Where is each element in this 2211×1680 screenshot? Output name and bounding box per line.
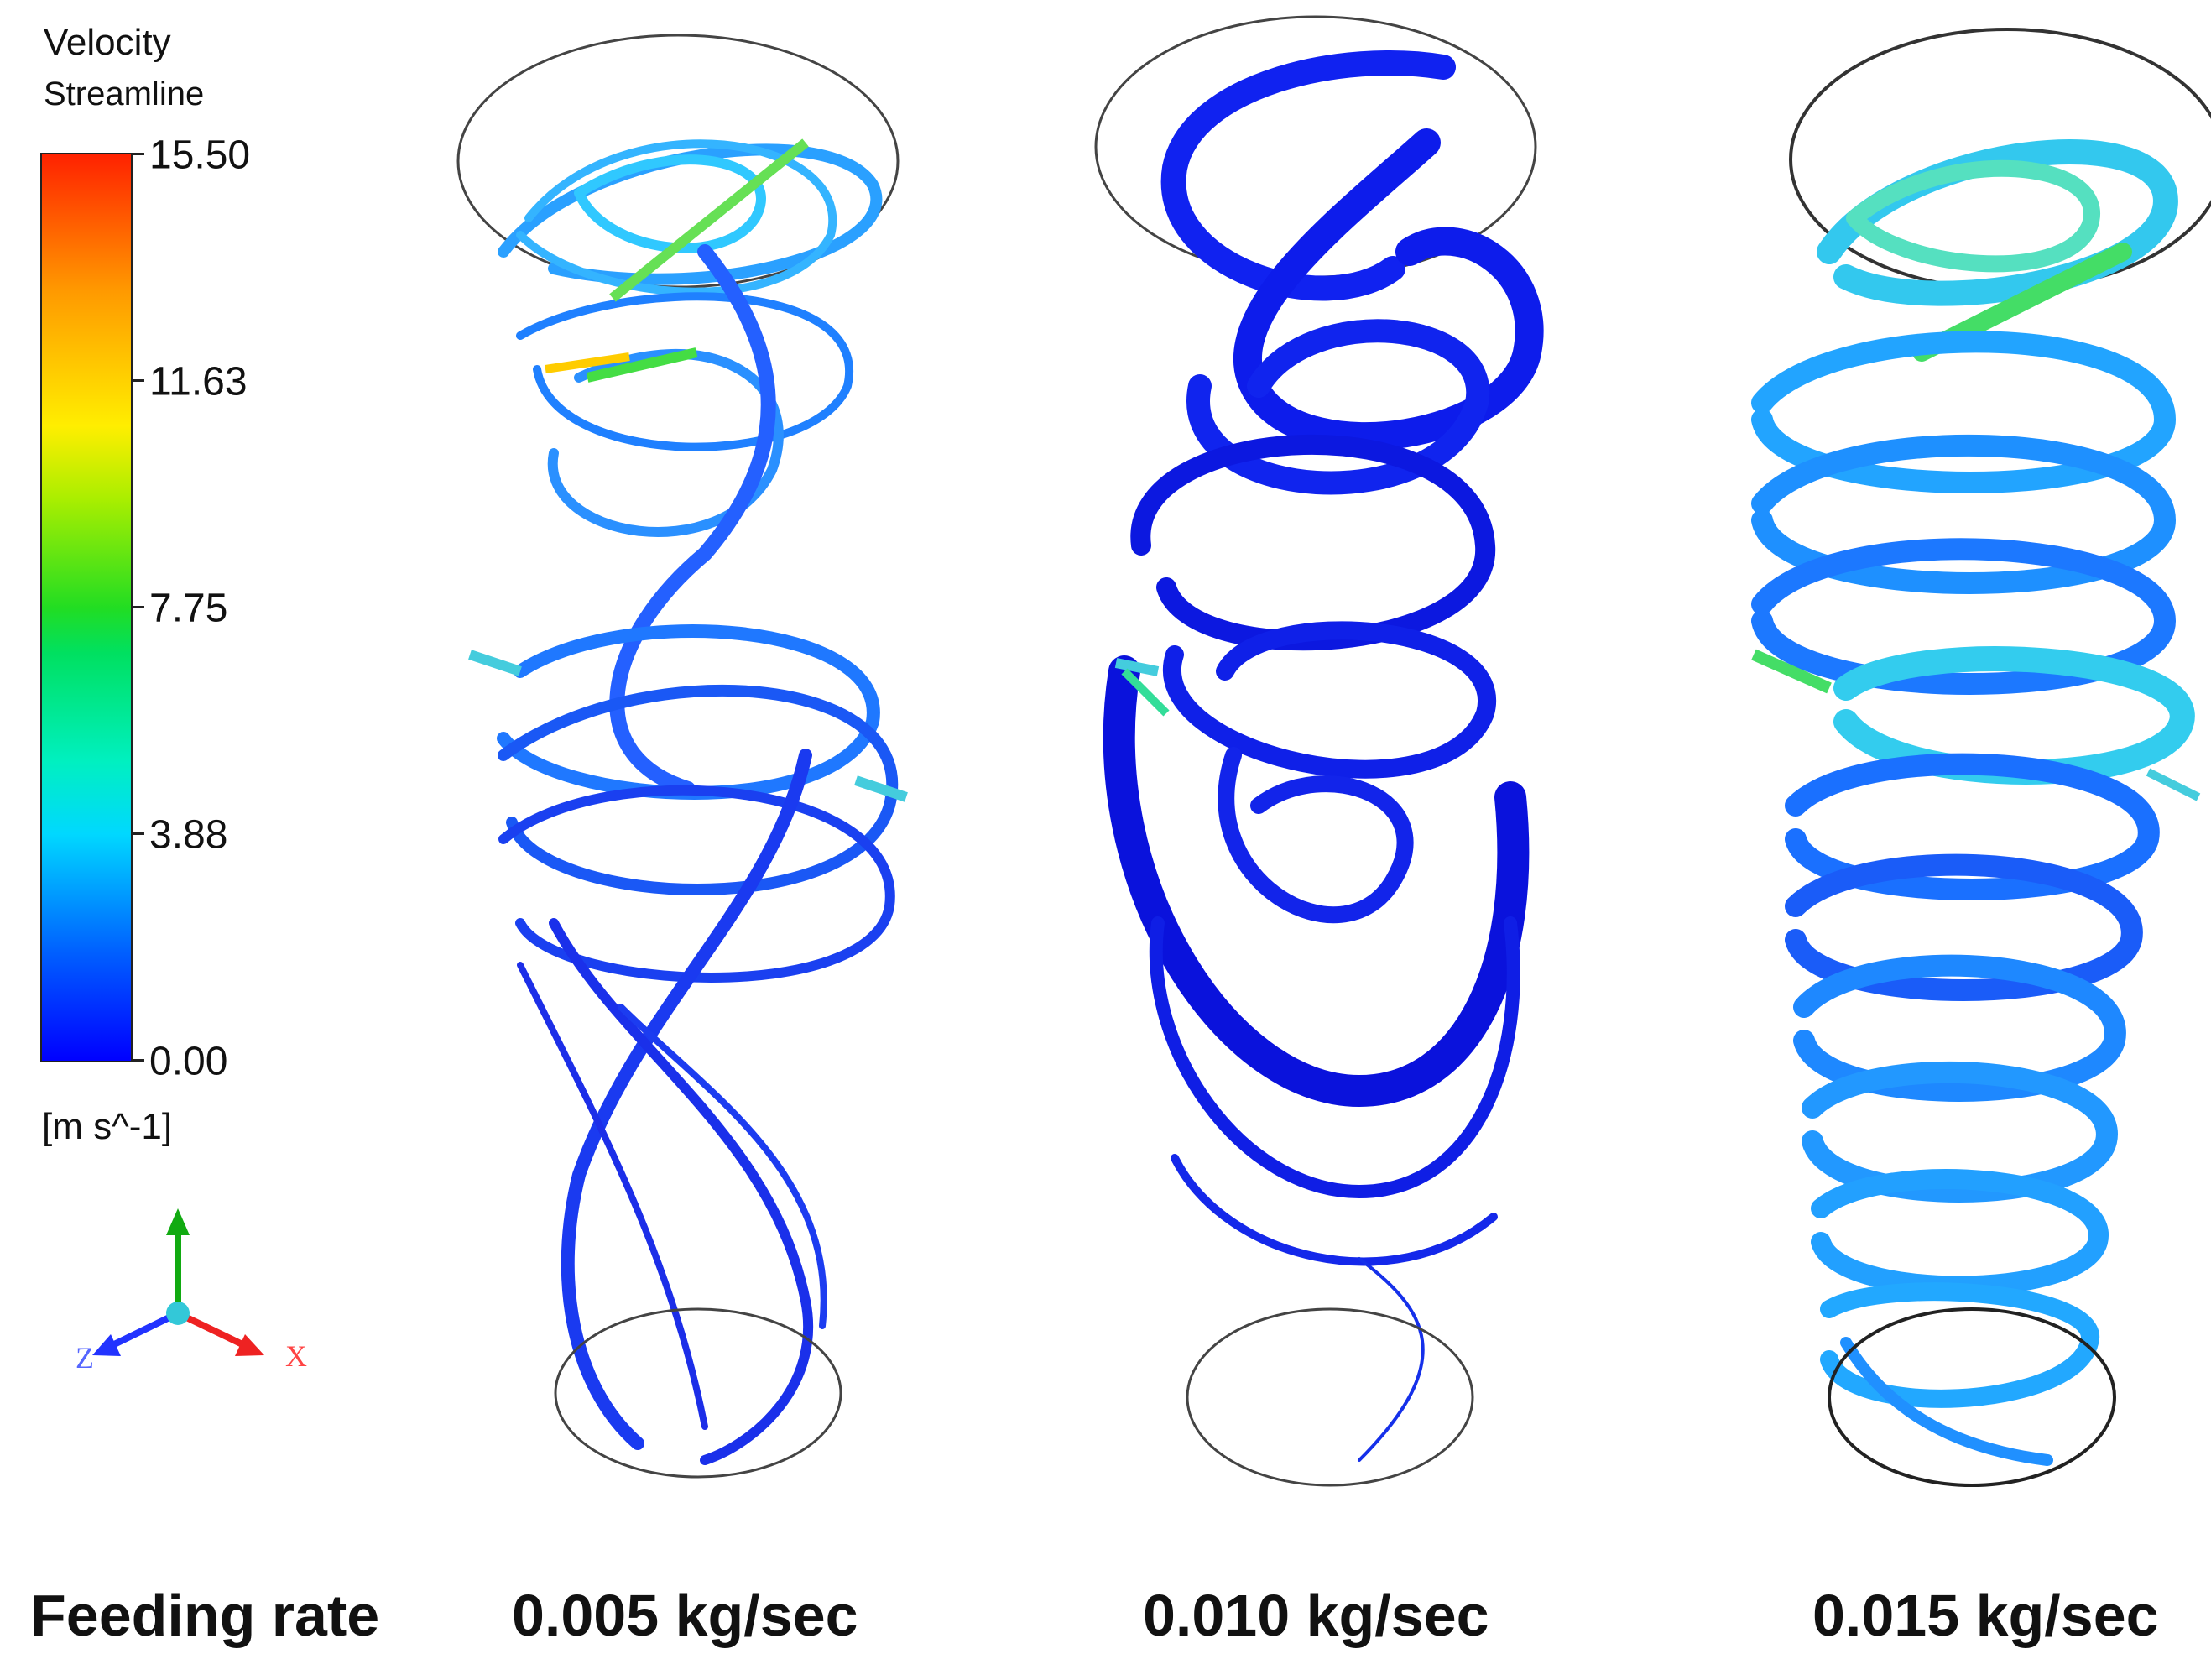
color-bar-tick <box>131 379 144 382</box>
z-axis-arrow <box>92 1334 121 1356</box>
y-axis-arrow <box>166 1208 190 1235</box>
streamline-panel-0.010 <box>1094 15 1544 1487</box>
inlet-nozzle <box>854 775 908 802</box>
z-axis-line <box>107 1310 180 1350</box>
color-bar-label: 7.75 <box>149 586 228 631</box>
color-bar-label: 15.50 <box>149 133 251 178</box>
inlet-nozzle <box>2146 768 2201 801</box>
color-bar-label: 3.88 <box>149 812 228 858</box>
color-bar-label: 11.63 <box>149 359 248 404</box>
unit-label: [m s^-1] <box>42 1106 173 1147</box>
color-bar-tick <box>131 606 144 608</box>
legend-subtitle: Streamline <box>44 76 205 112</box>
x-axis-label: X <box>285 1339 307 1373</box>
axis-triad: X Z <box>76 1208 307 1375</box>
inlet-nozzle <box>468 650 522 676</box>
legend-title: Velocity <box>44 22 171 63</box>
feeding-rate-label: Feeding rate <box>30 1583 380 1648</box>
bottom-outlet-ring <box>554 1307 842 1479</box>
z-axis-label: Z <box>76 1341 94 1375</box>
bottom-outlet-ring <box>1186 1307 1474 1487</box>
color-bar-tick <box>131 1059 144 1062</box>
inlet-jet <box>586 347 698 383</box>
inlet-jet-fast <box>545 352 630 373</box>
inlet-jet <box>609 138 809 302</box>
color-bar-tick <box>131 832 144 835</box>
top-outlet-ring <box>456 34 900 289</box>
inlet-jet <box>1751 649 1832 694</box>
color-bar <box>40 153 133 1062</box>
feeding-rate-0.010: 0.010 kg/sec <box>1143 1583 1489 1648</box>
x-axis-line <box>176 1310 249 1350</box>
streamline-panel-0.015 <box>1751 28 2211 1487</box>
color-bar-label: 0.00 <box>149 1039 228 1084</box>
inlet-nozzle <box>1114 658 1160 676</box>
feeding-rate-0.005: 0.005 kg/sec <box>512 1583 858 1648</box>
axis-origin <box>166 1302 190 1325</box>
x-axis-arrow <box>235 1334 264 1356</box>
bottom-outlet-ring <box>1828 1307 2116 1487</box>
inlet-jet <box>1121 668 1170 717</box>
feeding-rate-0.015: 0.015 kg/sec <box>1812 1583 2159 1648</box>
streamline-panel-0.005 <box>456 34 908 1479</box>
color-bar-tick <box>131 153 144 155</box>
